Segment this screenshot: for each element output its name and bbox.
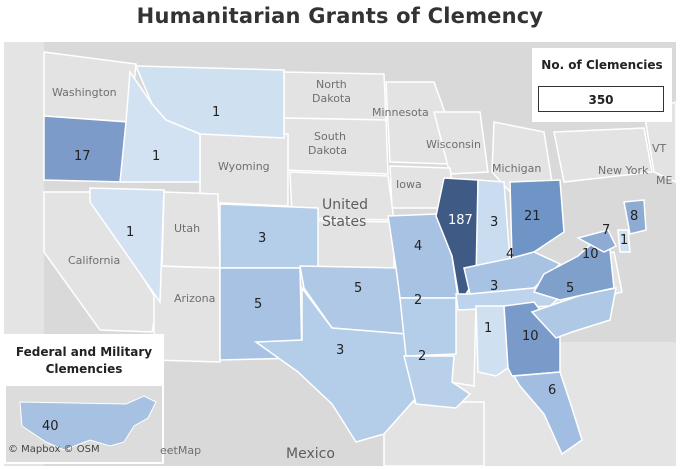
federal-military-panel: Federal and Military Clemencies 40 xyxy=(4,334,164,464)
value-alabama: 1 xyxy=(484,321,492,336)
value-louisiana: 2 xyxy=(418,349,426,364)
value-illinois: 187 xyxy=(448,213,473,228)
federal-title-line2: Clemencies xyxy=(45,362,123,376)
value-texas: 3 xyxy=(336,343,344,358)
value-maryland: 7 xyxy=(602,223,610,238)
value-florida: 6 xyxy=(548,383,556,398)
label-mexico: Mexico xyxy=(286,446,335,462)
value-colorado: 3 xyxy=(258,231,266,246)
label-south-dakota: Dakota xyxy=(308,144,347,157)
value-new-jersey: 8 xyxy=(630,209,638,224)
value-oregon: 17 xyxy=(74,149,91,164)
state-texas[interactable] xyxy=(253,285,417,443)
state-ohio[interactable] xyxy=(509,179,565,259)
state-delaware[interactable] xyxy=(617,229,631,253)
label-california: California xyxy=(68,254,120,267)
label-united: United xyxy=(322,197,368,213)
label-wyoming: Wyoming xyxy=(218,160,270,173)
value-kentucky: 4 xyxy=(506,247,514,262)
label-north: North xyxy=(316,78,347,91)
page-title: Humanitarian Grants of Clemency xyxy=(136,4,544,28)
value-arkansas: 2 xyxy=(414,293,422,308)
value-ohio: 21 xyxy=(524,209,541,224)
state-arkansas[interactable] xyxy=(399,297,457,357)
federal-military-title: Federal and Military Clemencies xyxy=(4,344,164,378)
state-nevada[interactable] xyxy=(89,187,165,305)
mapbox-link[interactable]: © Mapbox xyxy=(8,444,61,455)
label-iowa: Iowa xyxy=(396,178,422,191)
clemency-states[interactable] xyxy=(43,65,647,456)
label-me: ME xyxy=(656,174,672,187)
state-new-jersey[interactable] xyxy=(623,199,647,235)
state-alabama[interactable] xyxy=(475,305,509,377)
clemency-count-value: 350 xyxy=(538,86,664,112)
label-vt: VT xyxy=(652,142,667,155)
label-south: South xyxy=(314,130,346,143)
federal-mini-map[interactable]: 40 xyxy=(6,386,162,462)
value-oklahoma: 5 xyxy=(354,281,362,296)
label-new-york: New York xyxy=(598,164,649,177)
streetmap-attribution: eetMap xyxy=(160,444,202,457)
value-virginia: 10 xyxy=(582,247,599,262)
value-tennessee: 3 xyxy=(490,279,498,294)
value-nevada: 1 xyxy=(126,225,134,240)
value-montana: 1 xyxy=(212,105,220,120)
clemency-count-card: No. of Clemencies 350 xyxy=(532,48,672,122)
federal-mini-map-canvas[interactable]: 40 xyxy=(6,386,162,462)
label-north-dakota: Dakota xyxy=(312,92,351,105)
value-indiana: 3 xyxy=(490,215,498,230)
value-new-mexico: 5 xyxy=(254,297,262,312)
state-florida[interactable] xyxy=(512,371,583,456)
federal-title-line1: Federal and Military xyxy=(15,345,153,359)
value-idaho: 1 xyxy=(152,149,160,164)
value-missouri: 4 xyxy=(414,239,422,254)
value-delaware: 1 xyxy=(620,233,628,248)
label-utah: Utah xyxy=(174,222,200,235)
label-minnesota: Minnesota xyxy=(372,106,429,119)
state-idaho[interactable] xyxy=(119,69,201,183)
value-georgia: 10 xyxy=(522,329,539,344)
label-michigan: Michigan xyxy=(492,162,541,175)
label-states: States xyxy=(322,214,366,230)
state-louisiana[interactable] xyxy=(403,355,472,409)
federal-value: 40 xyxy=(42,419,59,434)
map-attribution[interactable]: © Mapbox © OSM xyxy=(8,444,100,455)
label-washington: Washington xyxy=(52,86,117,99)
label-arizona: Arizona xyxy=(174,292,215,305)
federal-usa-shape[interactable] xyxy=(19,395,157,451)
label-wisconsin: Wisconsin xyxy=(426,138,481,151)
state-colorado[interactable] xyxy=(219,203,319,269)
state-maryland[interactable] xyxy=(575,229,618,253)
state-virginia[interactable] xyxy=(532,239,615,301)
clemency-count-title: No. of Clemencies xyxy=(541,58,663,72)
background-states xyxy=(43,51,676,466)
osm-link[interactable]: © OSM xyxy=(63,444,100,455)
value-north-carolina: 5 xyxy=(566,281,574,296)
